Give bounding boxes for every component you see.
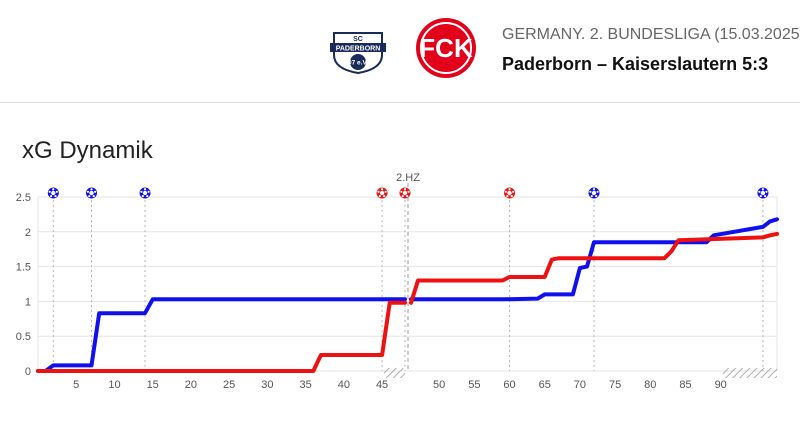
match-result: Paderborn – Kaiserslautern 5:3 [502, 54, 769, 74]
goal-icons [47, 187, 769, 199]
goal-ball-icon-home [139, 187, 151, 199]
xg-chart: 0 0.5 1 1.5 2 2.5 2.HZ 5 10 15 20 25 30 35 40 45 50 55 60 6… [16, 172, 779, 391]
axes: 0 0.5 1 1.5 2 2.5 2.HZ 5 10 15 20 25 30 35 40 45 50 55 60 6… [16, 172, 727, 391]
paderborn-logo: SC PADERBORN 07 e.V. [330, 32, 386, 75]
chart-title: xG Dynamik [22, 137, 153, 164]
goal-ball-icon-home [86, 187, 98, 199]
xg-line-home-second-half [409, 217, 779, 302]
second-half-stoppage-hatch [722, 368, 777, 378]
x-tick-label: 85 [679, 379, 691, 391]
x-tick-label: 80 [644, 379, 656, 391]
x-tick-label: 50 [433, 379, 445, 391]
halftime-label: 2.HZ [396, 172, 420, 184]
x-tick-label: 75 [609, 379, 621, 391]
paderborn-logo-sc: SC [353, 36, 363, 43]
xg-line-away-second-half [409, 231, 779, 305]
goal-ball-icon-home [757, 187, 769, 199]
y-tick-label: 1.5 [16, 262, 31, 274]
x-tick-label: 45 [376, 379, 388, 391]
stoppage-time-areas [384, 368, 777, 378]
x-tick-label: 30 [261, 379, 273, 391]
match-info: GERMANY. 2. BUNDESLIGA (15.03.2025) Pade… [502, 26, 800, 75]
y-tick-label: 0 [25, 366, 31, 378]
x-tick-label: 10 [108, 379, 120, 391]
x-tick-label: 55 [468, 379, 480, 391]
xg-line-home-first-half [36, 297, 407, 373]
x-tick-label: 90 [715, 379, 727, 391]
paderborn-logo-name: PADERBORN [336, 46, 381, 53]
x-tick-label: 35 [299, 379, 311, 391]
goal-ball-icon-away [504, 187, 516, 199]
x-tick-label: 5 [73, 379, 79, 391]
y-tick-label: 2 [25, 227, 31, 239]
goal-ball-icon-home [47, 187, 59, 199]
xg-line-away-first-half [36, 300, 407, 373]
y-tick-label: 2.5 [16, 192, 31, 204]
goal-ball-icon-home [588, 187, 600, 199]
x-tick-label: 60 [503, 379, 515, 391]
x-tick-label: 70 [574, 379, 586, 391]
y-tick-label: 1 [25, 296, 31, 308]
goal-markers-lines [52, 183, 764, 371]
y-tick-label: 0.5 [16, 331, 31, 343]
kaiserslautern-logo-text: FCK [419, 33, 473, 63]
goal-ball-icon-away [376, 187, 388, 199]
goal-ball-icon-away [399, 187, 411, 199]
paderborn-logo-year: 07 e.V. [348, 60, 368, 67]
match-header: SC PADERBORN 07 e.V. FCK GERMANY. 2. BUN… [0, 0, 800, 103]
series-lines [36, 217, 779, 373]
x-tick-label: 20 [185, 379, 197, 391]
league-date: GERMANY. 2. BUNDESLIGA (15.03.2025) [502, 26, 800, 43]
x-tick-label: 25 [223, 379, 235, 391]
kaiserslautern-logo: FCK [416, 18, 476, 78]
x-tick-label: 65 [539, 379, 551, 391]
x-tick-label: 40 [338, 379, 350, 391]
first-half-stoppage-hatch [384, 368, 405, 378]
x-tick-label: 15 [147, 379, 159, 391]
